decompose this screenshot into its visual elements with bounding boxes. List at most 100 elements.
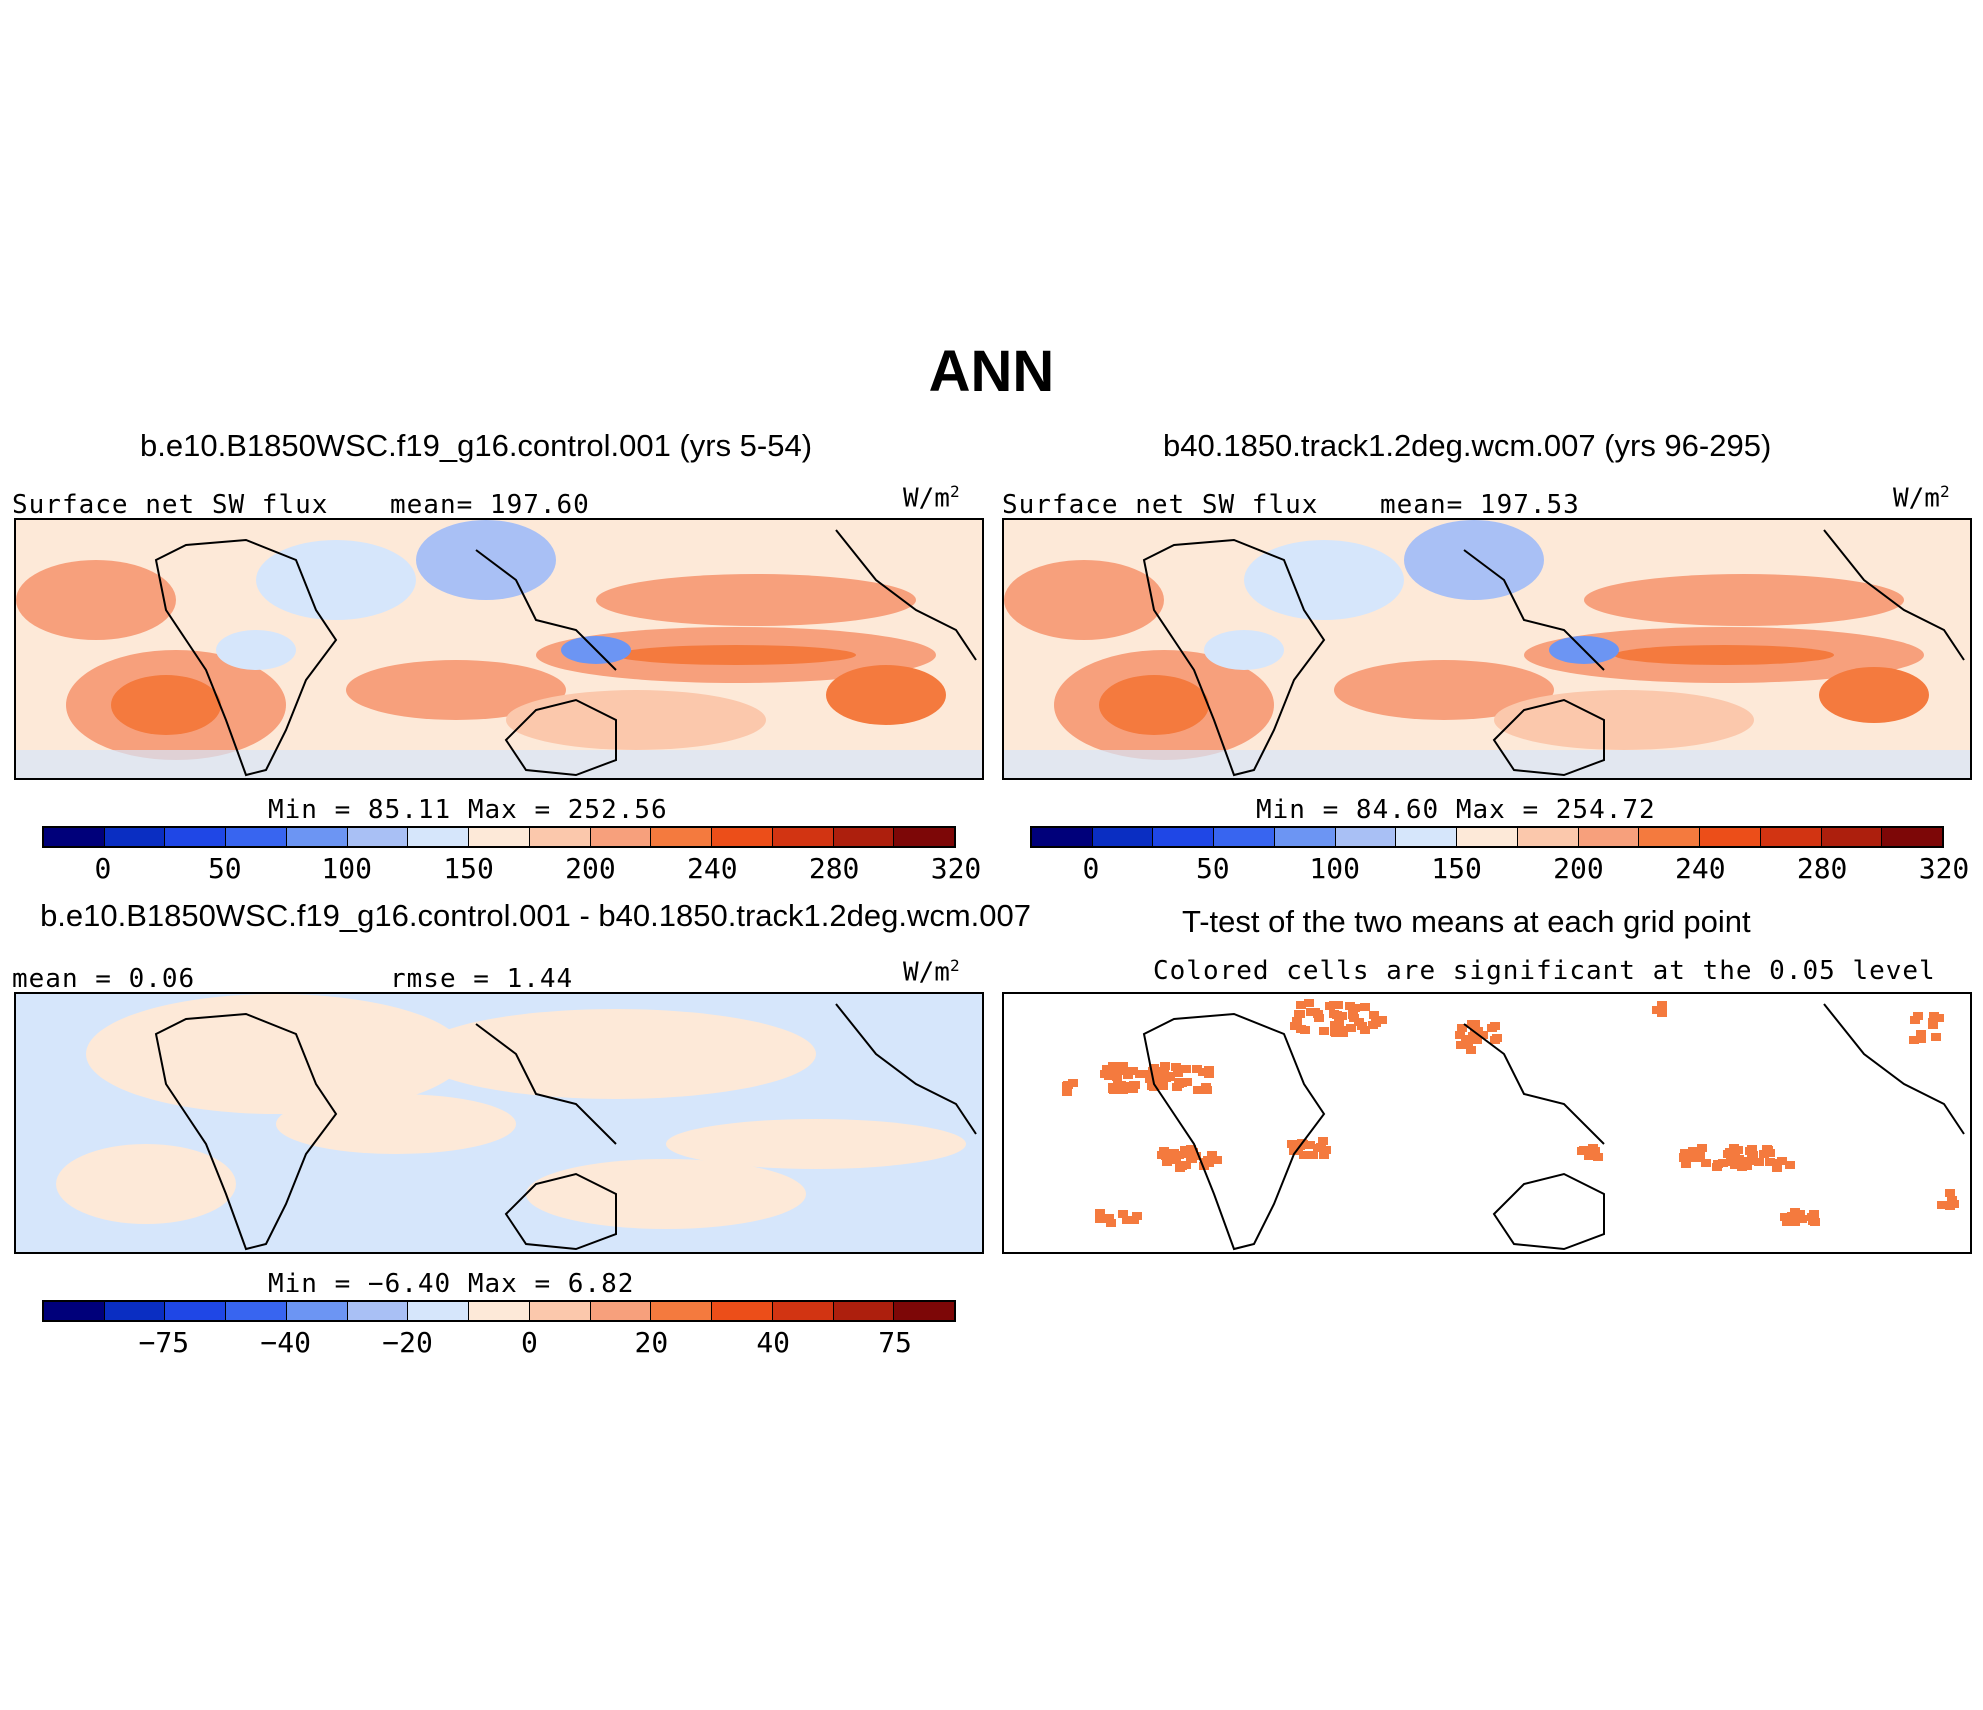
- significant-cell: [1118, 1210, 1128, 1218]
- colorbar-segment: [1396, 828, 1458, 846]
- colorbar-segment: [1578, 828, 1640, 846]
- significant-cell: [1795, 1210, 1805, 1218]
- colorbar-segment: [712, 828, 773, 846]
- diff-rmse: rmse = 1.44: [390, 964, 574, 994]
- diff-minmax: Min = −6.40 Max = 6.82: [268, 1269, 635, 1299]
- colorbar-segment: [226, 828, 287, 846]
- colorbar-tick-label: 0: [94, 852, 112, 885]
- significant-cell: [1593, 1153, 1603, 1161]
- colorbar-tick-label: 0: [521, 1326, 538, 1359]
- significant-cell: [1457, 1024, 1467, 1032]
- significant-cell: [1701, 1159, 1711, 1167]
- colorbar-segment: [772, 828, 834, 846]
- significant-cell: [1199, 1162, 1209, 1170]
- significant-cell: [1321, 1146, 1331, 1154]
- significant-cell: [1149, 1064, 1159, 1072]
- colorbar-tick-label: −75: [138, 1326, 190, 1359]
- diff-title: b.e10.B1850WSC.f19_g16.control.001 - b40…: [40, 898, 1031, 933]
- colorbar-tick-label: 150: [1431, 852, 1482, 885]
- significant-cell: [1657, 1001, 1667, 1009]
- colorbar-segment: [1092, 828, 1154, 846]
- colorbar-tick-label: 280: [808, 852, 860, 885]
- case2-minmax: Min = 84.60 Max = 254.72: [1256, 795, 1656, 825]
- significant-cell: [1690, 1153, 1700, 1161]
- significant-cell: [1780, 1213, 1790, 1221]
- significant-cell: [1470, 1020, 1480, 1028]
- significant-cell: [1188, 1148, 1198, 1156]
- colorbar-segment: [1032, 828, 1093, 846]
- significant-cell: [1745, 1147, 1755, 1155]
- significant-cell: [1162, 1158, 1172, 1166]
- significant-cell: [1308, 1151, 1318, 1159]
- colorbar-segment: [833, 828, 895, 846]
- significant-cell: [1313, 1010, 1323, 1018]
- significant-cell: [1754, 1158, 1764, 1166]
- case2-variable: Surface net SW flux: [1002, 490, 1319, 520]
- colorbar-tick-label: 100: [321, 852, 372, 885]
- significant-cell: [1369, 1011, 1379, 1019]
- significant-cell: [1928, 1021, 1938, 1029]
- significant-cell: [1290, 1022, 1300, 1030]
- colorbar-segment: [44, 828, 105, 846]
- significant-cell: [1490, 1036, 1500, 1044]
- colorbar-segment: [165, 828, 227, 846]
- significant-cell: [1329, 1001, 1339, 1009]
- significant-cell: [1104, 1214, 1114, 1222]
- significant-cell: [1789, 1216, 1799, 1224]
- significant-cell: [1455, 1031, 1465, 1039]
- colorbar-tick-label: 75: [878, 1326, 912, 1359]
- significant-cell: [1175, 1164, 1185, 1172]
- significant-cell: [1763, 1146, 1773, 1154]
- significant-cell: [1193, 1086, 1203, 1094]
- colorbar-segment: [347, 1302, 409, 1320]
- significant-cell: [1723, 1150, 1733, 1158]
- significant-cell: [1797, 1215, 1807, 1223]
- significant-cell: [1909, 1036, 1919, 1044]
- colorbar-segment: [772, 1302, 834, 1320]
- case2-colorbar: [1030, 826, 1944, 848]
- colorbar-segment: [226, 1302, 287, 1320]
- significant-cell: [1910, 1016, 1920, 1024]
- significant-cell: [1207, 1151, 1217, 1159]
- significant-cell: [1203, 1156, 1213, 1164]
- significant-cell: [1350, 1004, 1360, 1012]
- significant-cell: [1945, 1189, 1955, 1197]
- colorbar-segment: [1335, 828, 1397, 846]
- significant-cell: [1466, 1046, 1476, 1054]
- significant-cell: [1682, 1154, 1692, 1162]
- significant-cell: [1102, 1065, 1112, 1073]
- colorbar-tick-label: −40: [260, 1326, 312, 1359]
- diff-map: [14, 992, 984, 1254]
- colorbar-segment: [408, 828, 470, 846]
- colorbar-segment: [894, 828, 955, 846]
- colorbar-tick-label: 150: [443, 852, 494, 885]
- case1-units: W/m2: [903, 482, 960, 514]
- significant-cell: [1181, 1161, 1191, 1169]
- colorbar-tick-label: 320: [930, 852, 982, 885]
- colorbar-segment: [44, 1302, 105, 1320]
- significant-cell: [1135, 1070, 1145, 1078]
- colorbar-segment: [590, 1302, 652, 1320]
- colorbar-segment: [1700, 828, 1761, 846]
- significant-cell: [1937, 1201, 1947, 1209]
- significant-cell: [1470, 1026, 1480, 1034]
- case1-colorbar: [42, 826, 956, 848]
- significant-cell: [1292, 1017, 1302, 1025]
- significant-cell: [1737, 1163, 1747, 1171]
- significant-cell: [1169, 1154, 1179, 1162]
- significant-cell: [1377, 1016, 1387, 1024]
- significant-cell: [1368, 1021, 1378, 1029]
- significant-cell: [1157, 1151, 1167, 1159]
- colorbar-segment: [165, 1302, 227, 1320]
- case2-title: b40.1850.track1.2deg.wcm.007 (yrs 96-295…: [1163, 428, 1772, 463]
- colorbar-segment: [712, 1302, 773, 1320]
- significant-cell: [1586, 1152, 1596, 1160]
- significant-cell: [1169, 1149, 1179, 1157]
- significant-cell: [1456, 1041, 1466, 1049]
- ttest-map: [1002, 992, 1972, 1254]
- significant-cell: [1123, 1071, 1133, 1079]
- significant-cell: [1118, 1086, 1128, 1094]
- colorbar-segment: [1274, 828, 1336, 846]
- ttest-title: T-test of the two means at each grid poi…: [1182, 904, 1751, 939]
- significant-cell: [1158, 1082, 1168, 1090]
